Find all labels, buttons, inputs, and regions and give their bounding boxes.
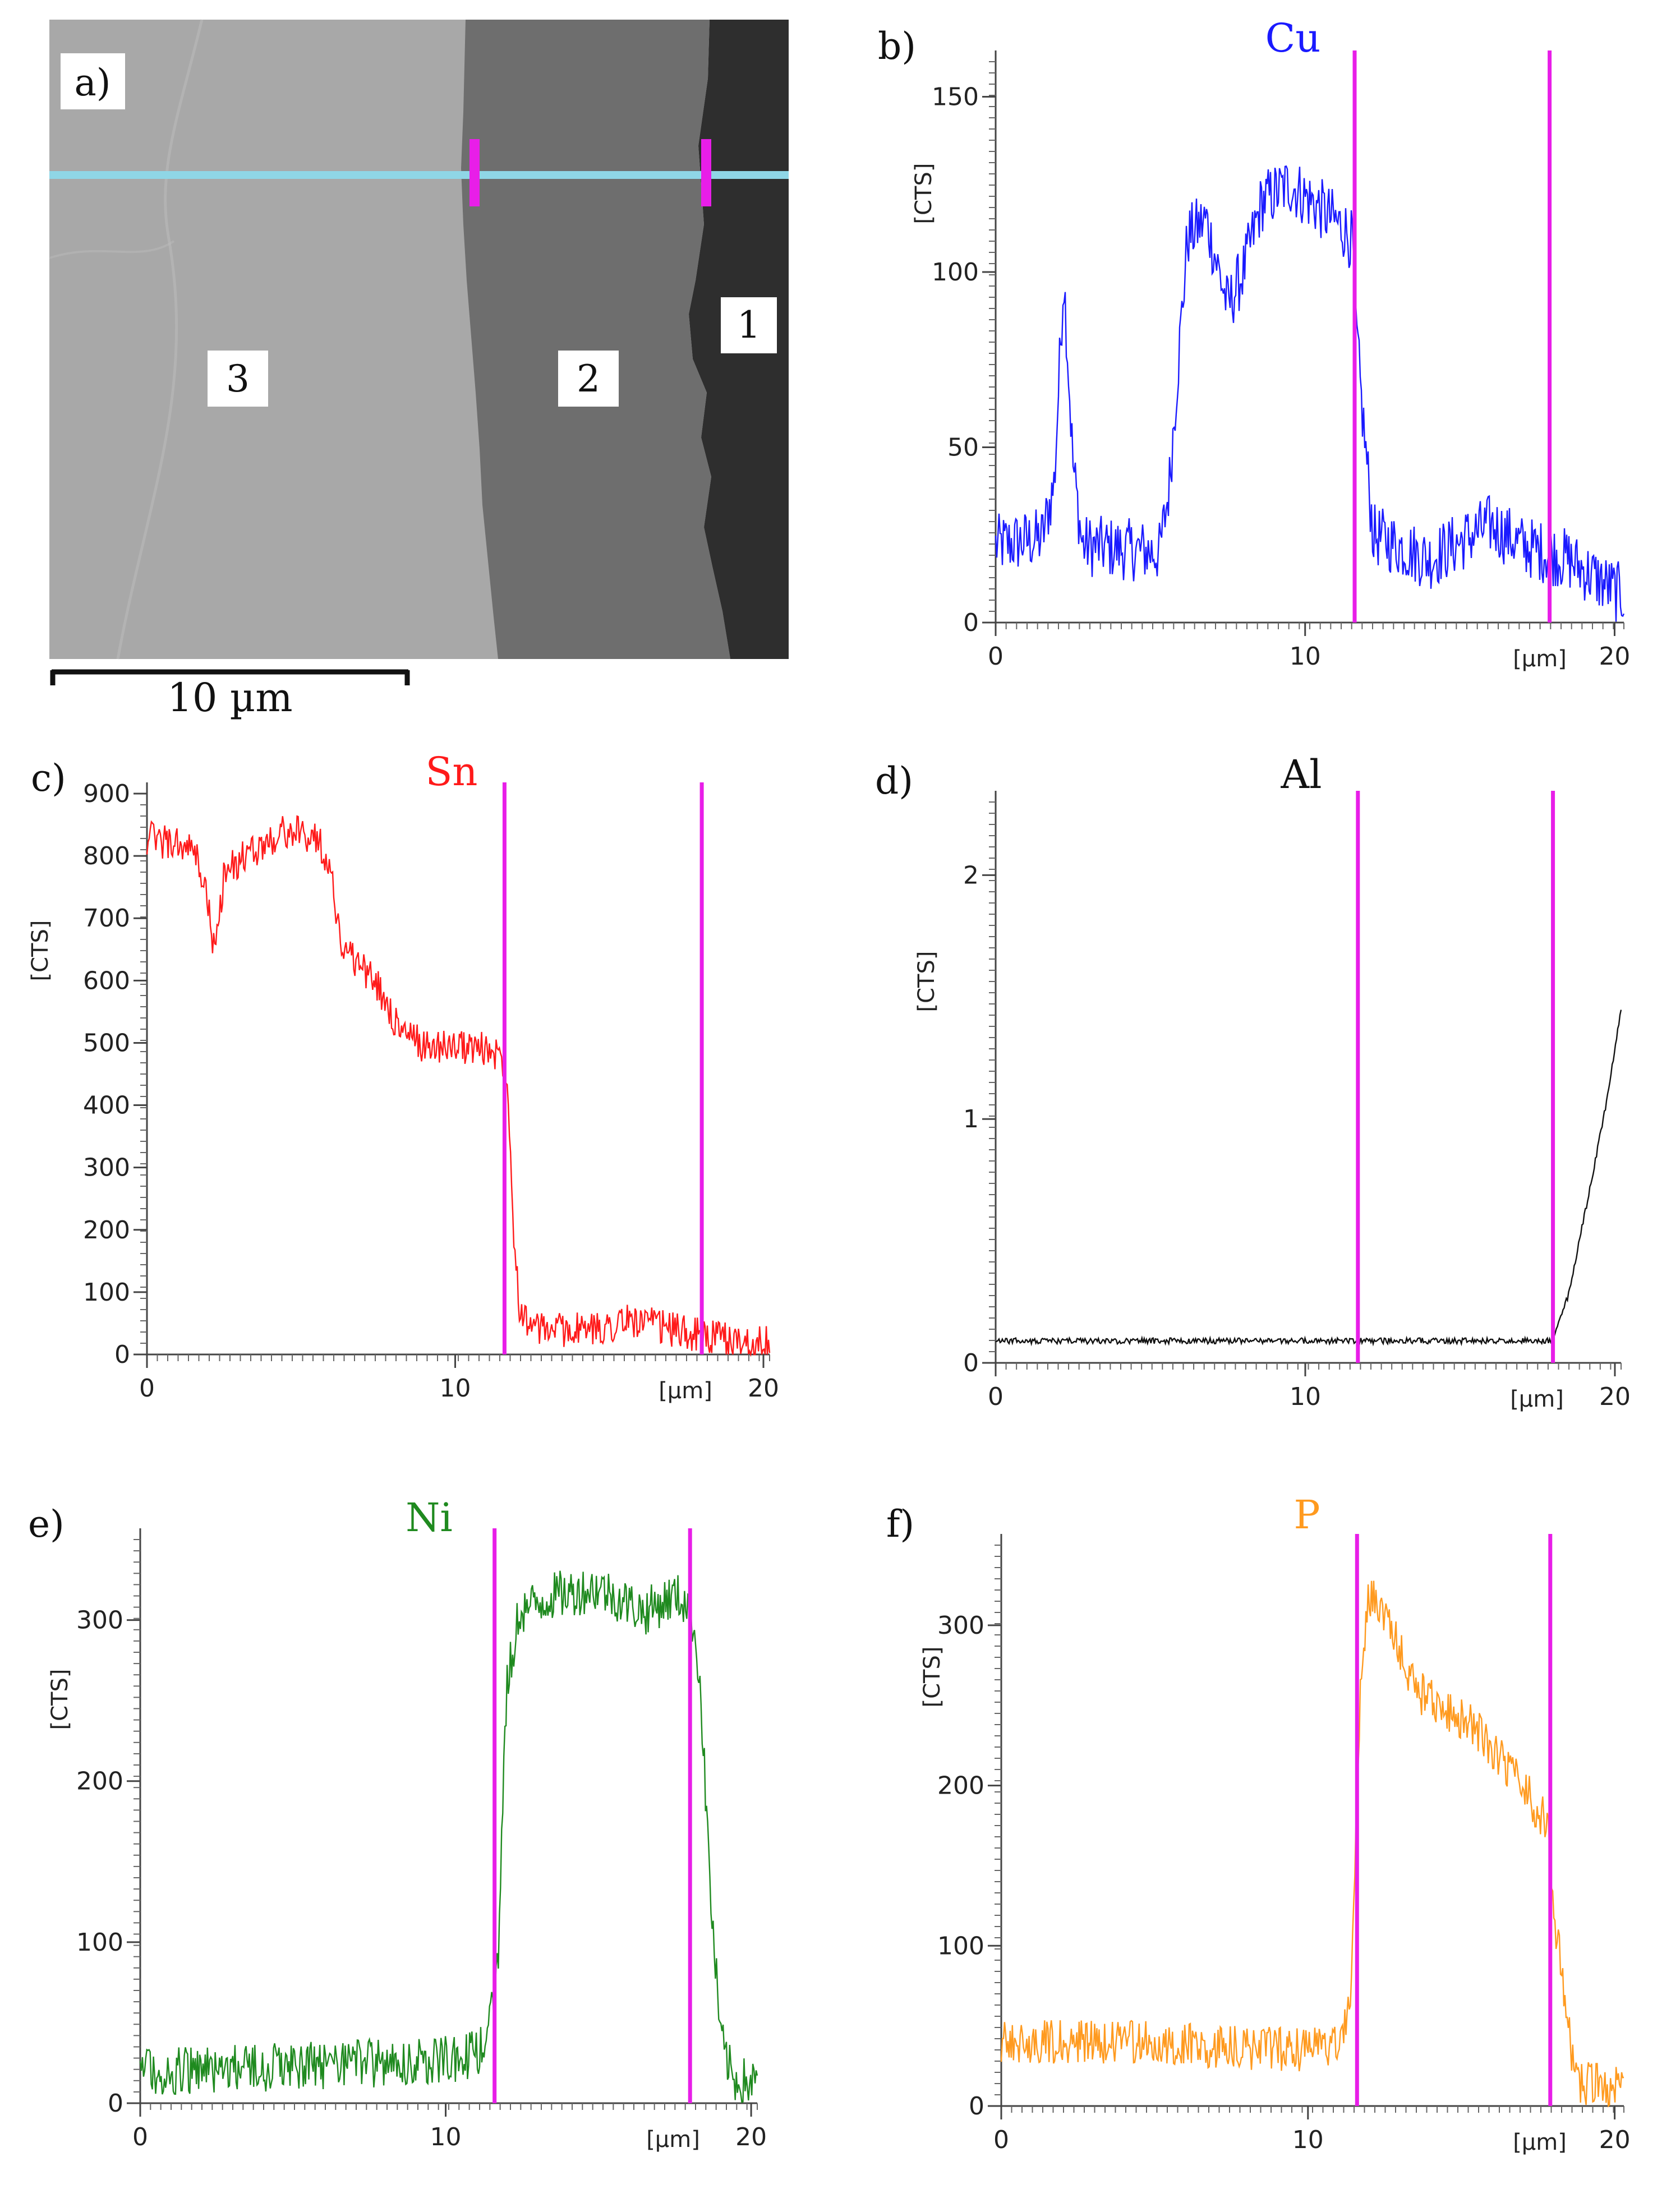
panel-label-c: c) <box>31 757 66 800</box>
x-tick-label: 20 <box>1599 642 1630 671</box>
y-tick-label: 100 <box>937 1932 984 1960</box>
region-label-1: 1 <box>737 303 761 347</box>
chart-sn: 0 100 200 300 400 500 600 700 800 900 0 10 20 [µm] [CT… <box>27 749 779 1404</box>
y-tick-label: 2 <box>963 861 979 890</box>
y-axis-label: [CTS] <box>914 951 940 1012</box>
x-tick-label: 0 <box>139 1374 155 1403</box>
region-label-box <box>721 297 777 353</box>
x-tick-label: 10 <box>1290 1382 1321 1411</box>
micrograph-region-2 <box>461 20 730 659</box>
scale-bar-label: 10 µm <box>167 675 292 721</box>
y-tick-label: 100 <box>932 258 979 287</box>
x-tick-label: 20 <box>1599 2126 1631 2154</box>
y-tick-label: 500 <box>83 1029 130 1057</box>
x-tick-label: 10 <box>440 1374 471 1403</box>
region-label-3: 3 <box>226 357 250 400</box>
y-tick-label: 50 <box>947 434 979 462</box>
x-axis-unit: [µm] <box>1510 1386 1564 1412</box>
x-axis-unit: [µm] <box>646 2127 700 2153</box>
x-tick-label: 10 <box>430 2123 462 2151</box>
chart-title: Ni <box>406 1495 453 1541</box>
chart-title: Sn <box>425 749 477 795</box>
panel-label-d: d) <box>875 759 913 803</box>
grain-boundary <box>49 240 175 259</box>
x-tick-label: 10 <box>1292 2126 1324 2154</box>
y-tick-label: 100 <box>83 1278 130 1307</box>
x-tick-label: 20 <box>1599 1382 1631 1411</box>
x-tick-label: 0 <box>988 1382 1003 1411</box>
chart-title: Cu <box>1265 15 1321 61</box>
y-tick-label: 900 <box>83 780 130 808</box>
y-tick-label: 0 <box>114 1340 130 1369</box>
x-axis-unit: [µm] <box>1513 646 1567 672</box>
y-tick-label: 0 <box>963 1349 979 1377</box>
y-tick-label: 800 <box>83 842 130 870</box>
series-line-ni <box>139 1570 758 2104</box>
y-tick-label: 150 <box>932 83 979 112</box>
grain-boundary <box>116 19 204 660</box>
x-axis-unit: [µm] <box>1513 2130 1567 2155</box>
chart-ni: 0 100 200 300 0 10 20 [µm] [CTS] Ni e) <box>28 1495 767 2153</box>
chart-p: 0 100 200 300 0 10 20 [µm] [CTS] Pf) <box>886 1492 1631 2155</box>
x-tick-label: 10 <box>1290 642 1321 671</box>
x-tick-label: 20 <box>748 1374 779 1403</box>
series-line-cu <box>995 165 1625 622</box>
panel-label-f: f) <box>886 1503 914 1546</box>
y-tick-label: 200 <box>76 1767 123 1796</box>
y-axis-label: [CTS] <box>911 163 937 224</box>
x-tick-label: 0 <box>132 2123 148 2151</box>
y-tick-label: 600 <box>83 966 130 995</box>
x-tick-label: 0 <box>988 642 1003 671</box>
y-tick-label: 300 <box>76 1606 123 1635</box>
y-axis-label: [CTS] <box>919 1647 945 1708</box>
y-tick-label: 200 <box>937 1772 984 1800</box>
y-tick-label: 0 <box>108 2089 123 2118</box>
micrograph-panel: a) 3 2 1 10 µm <box>49 19 789 721</box>
panel-label-a: a) <box>74 61 111 104</box>
region-label-2: 2 <box>577 357 600 400</box>
x-tick-label: 0 <box>993 2126 1009 2154</box>
y-tick-label: 1 <box>963 1105 979 1133</box>
series-line-al <box>995 1010 1622 1347</box>
interface-marker <box>469 139 480 206</box>
panel-label-b: b) <box>878 25 916 68</box>
panel-label-e: e) <box>28 1503 65 1546</box>
y-tick-label: 700 <box>83 904 130 933</box>
micrograph-region-3 <box>49 20 498 659</box>
y-tick-label: 300 <box>83 1154 130 1182</box>
region-label-box <box>558 351 619 407</box>
y-tick-label: 200 <box>83 1216 130 1245</box>
chart-title: Al <box>1281 752 1322 798</box>
y-tick-label: 0 <box>963 609 979 637</box>
y-tick-label: 400 <box>83 1091 130 1120</box>
y-axis-label: [CTS] <box>27 920 53 981</box>
series-line-p <box>1000 1580 1624 2108</box>
interface-marker <box>701 139 711 206</box>
x-tick-label: 20 <box>735 2123 767 2151</box>
series-line-sn <box>146 815 771 1357</box>
x-axis-unit: [µm] <box>659 1378 712 1404</box>
y-tick-label: 300 <box>937 1611 984 1640</box>
region-label-box <box>208 351 268 407</box>
chart-cu: 0 50 100 150 0 10 20 [µm] [CTS] Cu b) <box>878 15 1630 672</box>
y-axis-label: [CTS] <box>47 1669 73 1730</box>
chart-title: P <box>1293 1492 1320 1538</box>
y-tick-label: 0 <box>969 2092 984 2121</box>
panel-label-box <box>61 53 125 109</box>
y-tick-label: 100 <box>76 1928 123 1957</box>
